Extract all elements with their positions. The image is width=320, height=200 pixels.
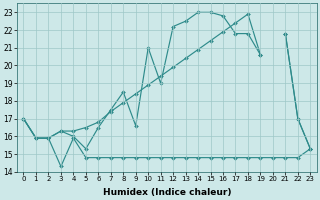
X-axis label: Humidex (Indice chaleur): Humidex (Indice chaleur) <box>103 188 231 197</box>
